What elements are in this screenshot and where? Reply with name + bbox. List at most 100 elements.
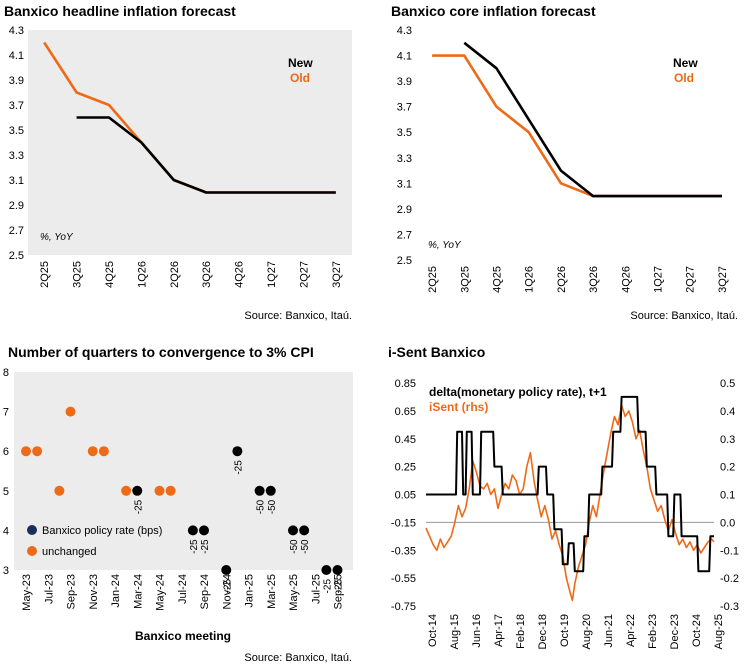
y-tick-label: 3.5	[9, 125, 24, 137]
x-tick-label: 2Q26	[169, 261, 181, 288]
x-tick-label: 4Q26	[620, 266, 632, 293]
y-tick-label-right: 0.3	[720, 434, 735, 446]
x-tick-label: Apr-17	[493, 614, 505, 647]
legend-old: Old	[674, 71, 694, 85]
y-tick-label: 2.7	[9, 225, 24, 237]
y-tick-label: 3.7	[9, 100, 24, 112]
x-tick-label: Jun-16	[471, 614, 483, 648]
unit-label: %, YoY	[40, 232, 74, 243]
y-tick-label: 2.5	[9, 250, 24, 262]
rate-cut-point	[187, 525, 198, 536]
legend: Banxico policy rate (bps) unchanged	[27, 525, 162, 558]
x-tick-label: 1Q27	[266, 261, 278, 288]
plot-background	[426, 374, 714, 608]
source-note: Source: Banxico, Itaú.	[244, 310, 352, 322]
x-tick-label: 2Q25	[39, 261, 51, 288]
x-tick-label: 4Q26	[234, 261, 246, 288]
rate-cut-point	[265, 485, 276, 496]
x-tick-label: Dec-18	[537, 614, 549, 649]
rate-change-label: -25	[233, 460, 244, 475]
x-tick-label: 3Q25	[72, 261, 84, 288]
legend-marker-policy-rate	[27, 525, 37, 535]
x-tick-label: Feb-23	[647, 614, 659, 649]
unchanged-point	[154, 485, 165, 496]
y-tick-label-left: -0.35	[391, 545, 416, 557]
x-tick-label: Aug-20	[581, 614, 593, 649]
y-tick-label: 3.3	[9, 150, 24, 162]
source-note: Source: Banxico, Itaú.	[630, 310, 738, 322]
legend-unchanged: unchanged	[42, 546, 96, 558]
rate-cut-point	[232, 446, 243, 457]
x-tick-label: Oct-19	[559, 614, 571, 647]
y-tick-label-right: 0.5	[720, 378, 735, 390]
series-line-isent	[425, 404, 715, 602]
source-note: Source: Banxico, Itaú.	[244, 652, 352, 664]
unchanged-point	[21, 446, 31, 457]
y-tick-label: 8	[3, 367, 9, 379]
unchanged-point	[65, 406, 76, 417]
unchanged-point	[165, 485, 176, 496]
y-tick-label: 4.3	[9, 25, 24, 37]
y-tick-label-right: 0.0	[720, 517, 735, 529]
unchanged-point	[54, 485, 65, 496]
x-tick-label: 3Q26	[201, 261, 213, 288]
plot-background	[416, 30, 738, 260]
x-tick-label: 2Q27	[685, 266, 697, 293]
rate-change-label: -50	[256, 499, 267, 514]
y-tick-label-right: -0.1	[720, 545, 739, 557]
x-tick-label: Sep-24	[199, 574, 211, 609]
x-tick-label: May-25	[288, 574, 300, 611]
chart-title: Banxico core inflation forecast	[391, 3, 596, 19]
rate-change-label: -50	[289, 539, 300, 554]
rate-change-label: -25	[322, 579, 333, 594]
x-tick-label: 2Q25	[427, 266, 439, 293]
x-tick-label: Jul-25	[310, 574, 322, 604]
y-tick-label: 4.1	[397, 51, 412, 63]
x-tick-label: Sep-23	[66, 574, 78, 609]
y-tick-label-right: 0.2	[720, 462, 735, 474]
y-tick-label: 2.9	[9, 200, 24, 212]
y-tick-label: 2.9	[397, 204, 412, 216]
unchanged-point	[87, 446, 98, 457]
y-tick-label: 3.9	[9, 75, 24, 87]
y-tick-label-left: -0.15	[391, 517, 416, 529]
plot-background	[14, 372, 353, 570]
x-tick-label: 1Q27	[653, 266, 665, 293]
panel-core-inflation: Banxico core inflation forecast 4.3 4.1 3.…	[391, 3, 738, 322]
rate-cut-point	[332, 565, 343, 575]
x-tick-label: Dec-23	[669, 614, 681, 649]
x-tick-label: 1Q26	[524, 266, 536, 293]
x-tick-label: 1Q26	[136, 261, 148, 288]
x-tick-label: Nov-23	[88, 574, 100, 609]
y-tick-label: 7	[3, 407, 9, 419]
panel-quarters-to-convergence: Number of quarters to convergence to 3% …	[3, 344, 353, 664]
y-tick-label-left: 0.85	[395, 378, 416, 390]
series-line-delta-rate	[426, 395, 714, 573]
y-tick-label: 2.5	[397, 255, 412, 267]
x-tick-label: 3Q25	[459, 266, 471, 293]
y-tick-label: 3.1	[9, 175, 24, 187]
y-tick-label: 3.3	[397, 153, 412, 165]
x-tick-label: Jul-23	[43, 574, 55, 604]
rate-cut-point	[288, 525, 298, 536]
x-tick-label: Aug-15	[449, 614, 461, 649]
x-tick-label: Feb-18	[515, 614, 527, 649]
x-tick-label: Jun-21	[603, 614, 615, 648]
y-tick-label: 4	[3, 525, 9, 537]
x-tick-label: 3Q27	[331, 261, 343, 288]
y-tick-label-right: -0.3	[720, 601, 739, 613]
y-tick-label: 4.3	[397, 25, 412, 37]
rate-cut-point	[321, 565, 332, 575]
legend-isent: iSent (rhs)	[429, 400, 488, 414]
y-tick-label-right: -0.2	[720, 573, 739, 585]
legend-marker-unchanged	[27, 546, 37, 556]
rate-cut-point	[254, 485, 265, 496]
panel-isent-banxico: i-Sent Banxico 0.85 0.65 0.45 0.25 0.05 -0.15…	[388, 344, 739, 649]
x-tick-label: Jan-24	[110, 574, 122, 608]
x-tick-label: 3Q26	[588, 266, 600, 293]
rate-change-label: -25	[200, 539, 211, 554]
x-tick-label: Jan-25	[244, 574, 256, 608]
x-tick-label: 2Q27	[298, 261, 310, 288]
x-tick-label: Mar-24	[132, 574, 144, 609]
series-line-new	[76, 116, 336, 194]
